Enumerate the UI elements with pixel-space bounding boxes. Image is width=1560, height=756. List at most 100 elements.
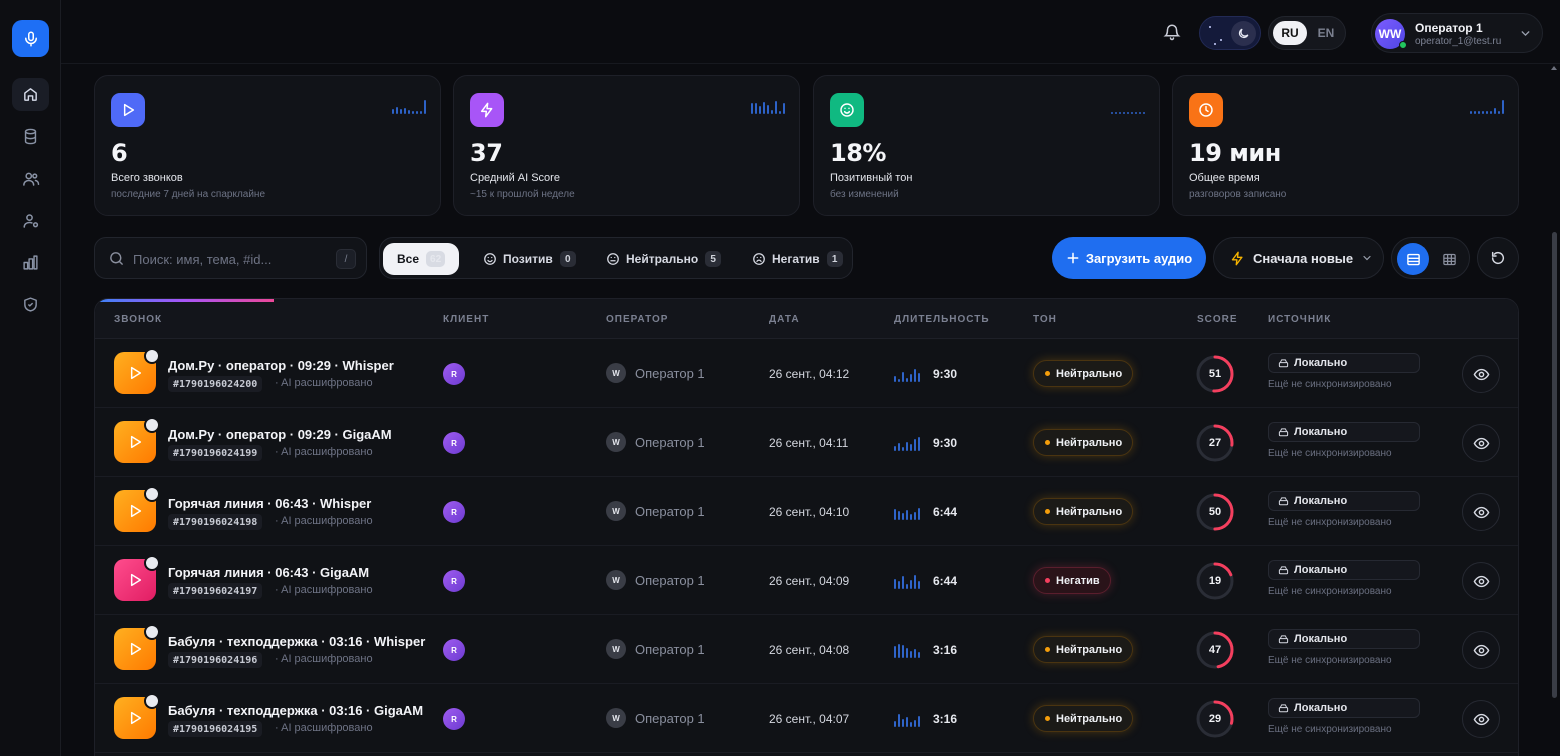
drive-icon (1278, 358, 1289, 367)
waveform-icon (894, 574, 920, 589)
play-button[interactable] (114, 555, 160, 601)
score-ring: 27 (1194, 422, 1236, 464)
play-button[interactable] (114, 348, 160, 394)
view-details-button[interactable] (1462, 700, 1500, 738)
refresh-button[interactable] (1477, 237, 1519, 279)
operator-avatar: W (606, 501, 626, 521)
play-button[interactable] (114, 693, 160, 739)
play-button[interactable] (114, 624, 160, 670)
chart-icon[interactable] (12, 246, 49, 279)
select-checkbox[interactable] (144, 417, 160, 433)
eye-icon (1473, 506, 1489, 518)
call-title[interactable]: Бабуля · техподдержка · 03:16 · Whisper (168, 634, 426, 649)
filter-all[interactable]: Все 62 (383, 243, 460, 275)
drive-icon (1278, 634, 1289, 643)
view-details-button[interactable] (1462, 355, 1500, 393)
select-checkbox[interactable] (144, 693, 160, 709)
col-source: ИСТОЧНИК (1268, 314, 1332, 325)
table-row[interactable]: Горячая линия · 06:43 · Whisper #17901960… (95, 477, 1518, 546)
transcription-status: · AI расшифровано (275, 722, 373, 734)
home-icon[interactable] (12, 78, 49, 111)
call-id: #1790196024198 (168, 514, 263, 530)
stat-value: 37 (470, 139, 503, 167)
table-row[interactable]: Горячая линия · 06:43 · GigaAM #179019602… (95, 546, 1518, 615)
theme-toggle[interactable] (1199, 16, 1261, 50)
list-view-icon[interactable] (1397, 243, 1429, 275)
microphone-logo-icon[interactable] (12, 20, 49, 57)
sync-status: Ещё не синхронизировано (1268, 379, 1392, 390)
filter-label: Негатив (772, 252, 820, 266)
scroll-up-arrow[interactable] (1551, 66, 1557, 70)
filter-neutral[interactable]: Нейтрально 5 (598, 243, 729, 275)
play-button[interactable] (114, 417, 160, 463)
col-score: SCORE (1197, 314, 1238, 325)
view-details-button[interactable] (1462, 562, 1500, 600)
lang-en-button[interactable]: EN (1317, 26, 1335, 40)
clock-icon (1189, 93, 1223, 127)
call-title[interactable]: Горячая линия · 06:43 · Whisper (168, 496, 372, 511)
stat-card-ai-score: 37 Средний AI Score ~15 к прошлой неделе (453, 75, 800, 216)
col-date: ДАТА (769, 314, 800, 325)
score-value: 50 (1208, 506, 1222, 518)
transcription-status: · AI расшифровано (275, 515, 373, 527)
call-title[interactable]: Горячая линия · 06:43 · GigaAM (168, 565, 370, 580)
call-duration: 9:30 (933, 436, 958, 450)
view-details-button[interactable] (1462, 631, 1500, 669)
database-icon[interactable] (12, 120, 49, 153)
lang-ru-button[interactable]: RU (1273, 21, 1307, 45)
user-name: Оператор 1 (1415, 21, 1483, 35)
view-details-button[interactable] (1462, 493, 1500, 531)
search-input[interactable] (133, 248, 333, 270)
sort-select[interactable]: Сначала новые (1213, 237, 1384, 279)
call-title[interactable]: Бабуля · техподдержка · 03:16 · GigaAM (168, 703, 424, 718)
client-avatar: R (443, 363, 465, 385)
transcription-status: · AI расшифровано (275, 584, 373, 596)
operator-name: Оператор 1 (635, 711, 705, 726)
call-title[interactable]: Дом.Ру · оператор · 09:29 · Whisper (168, 358, 394, 373)
source-badge: Локально (1268, 491, 1420, 511)
smile-icon (484, 253, 496, 265)
client-avatar: R (443, 432, 465, 454)
users-icon[interactable] (12, 162, 49, 195)
bell-icon[interactable] (1163, 23, 1181, 46)
waveform-icon (894, 712, 920, 727)
table-row[interactable]: Бабуля · техподдержка · 03:16 · GigaAM #1… (95, 684, 1518, 753)
call-id: #1790196024200 (168, 376, 263, 392)
select-checkbox[interactable] (144, 624, 160, 640)
upload-audio-button[interactable]: Загрузить аудио (1052, 237, 1206, 279)
select-checkbox[interactable] (144, 486, 160, 502)
grid-view-icon[interactable] (1433, 243, 1465, 275)
filter-negative[interactable]: Негатив 1 (744, 243, 851, 275)
source-label: Локально (1294, 564, 1348, 576)
select-checkbox[interactable] (144, 555, 160, 571)
bolt-icon (1231, 251, 1243, 265)
score-value: 47 (1208, 644, 1222, 656)
plus-icon (1067, 252, 1079, 264)
scrollbar[interactable] (1552, 232, 1557, 698)
stat-label: Общее время (1189, 172, 1260, 184)
call-title[interactable]: Дом.Ру · оператор · 09:29 · GigaAM (168, 427, 392, 442)
score-ring: 51 (1194, 353, 1236, 395)
score-value: 19 (1208, 575, 1222, 587)
score-value: 29 (1208, 713, 1222, 725)
filter-positive[interactable]: Позитив 0 (475, 243, 584, 275)
user-menu[interactable]: WW Оператор 1 operator_1@test.ru (1371, 13, 1543, 53)
table-row[interactable]: Дом.Ру · оператор · 09:29 · GigaAM #17901… (95, 408, 1518, 477)
col-client: КЛИЕНТ (443, 314, 490, 325)
select-checkbox[interactable] (144, 348, 160, 364)
user-settings-icon[interactable] (12, 204, 49, 237)
source-label: Локально (1294, 426, 1348, 438)
sync-status: Ещё не синхронизировано (1268, 724, 1392, 735)
refresh-icon (1491, 251, 1505, 265)
table-row[interactable]: Дом.Ру · оператор · 09:29 · Whisper #1790… (95, 339, 1518, 408)
score-ring: 29 (1194, 698, 1236, 740)
play-button[interactable] (114, 486, 160, 532)
col-call: ЗВОНОК (114, 314, 163, 325)
calls-table: ЗВОНОК КЛИЕНТ ОПЕРАТОР ДАТА ДЛИТЕЛЬНОСТЬ… (94, 298, 1519, 756)
client-avatar: R (443, 639, 465, 661)
view-details-button[interactable] (1462, 424, 1500, 462)
operator-name: Оператор 1 (635, 435, 705, 450)
eye-icon (1473, 437, 1489, 449)
shield-icon[interactable] (12, 288, 49, 321)
table-row[interactable]: Бабуля · техподдержка · 03:16 · Whisper #… (95, 615, 1518, 684)
